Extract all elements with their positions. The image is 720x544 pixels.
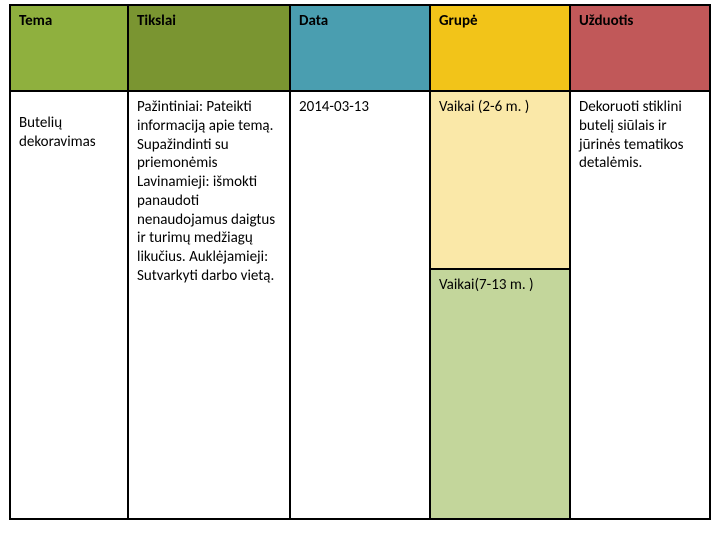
header-row: Tema Tikslai Data Grupė Užduotis [10,5,710,91]
cell-tema-text: Butelių dekoravimas [19,114,96,151]
header-grupe: Grupė [430,5,570,91]
header-tema: Tema [10,5,128,91]
body-row-top: Butelių dekoravimas Pažintiniai: Pateikt… [10,91,710,269]
cell-tikslai: Pažintiniai: Pateikti informaciją apie t… [128,91,290,519]
cell-grupe-bot: Vaikai(7-13 m. ) [430,269,570,519]
activity-table: Tema Tikslai Data Grupė Užduotis Butelių… [9,4,711,520]
cell-tema: Butelių dekoravimas [10,91,128,519]
header-uzduotis: Užduotis [570,5,710,91]
header-data: Data [290,5,430,91]
cell-data: 2014-03-13 [290,91,430,519]
cell-uzduotis: Dekoruoti stiklini butelį siūlais ir jūr… [570,91,710,519]
cell-grupe-top: Vaikai (2-6 m. ) [430,91,570,269]
header-tikslai: Tikslai [128,5,290,91]
